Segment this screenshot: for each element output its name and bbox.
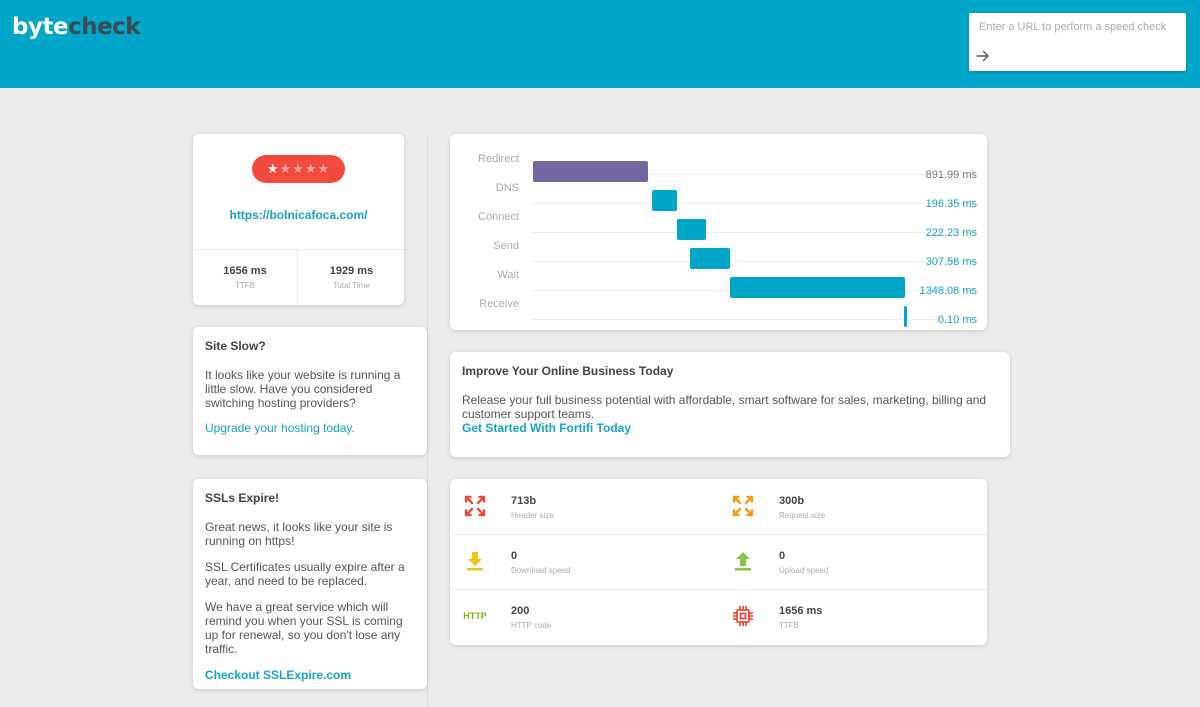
upgrade-hosting-link[interactable]: Upgrade your hosting today. [205,421,355,435]
stats-row-divider [450,589,987,590]
waterfall-bar [903,306,907,327]
waterfall-row: Connect 222.23 ms [450,204,987,240]
ssl-text-2: SSL Certificates usually expire after a … [205,560,405,588]
ssl-text-1: Great news, it looks like your site is r… [205,520,393,548]
stat-request-size: 300b Request size [718,481,968,531]
promo-title: Improve Your Online Business Today [462,364,674,378]
waterfall-bar [677,219,706,240]
upload-speed-label: Upload speed [779,566,829,575]
score-divider [193,249,404,250]
total-time-summary: 1929 ms Total Time [299,250,404,305]
waterfall-label: Connect [478,211,519,223]
waterfall-value: 222.23 ms [925,227,977,239]
timing-waterfall-card: Redirect 891.99 ms DNS 196.35 ms Connect 222.… [450,134,987,330]
rating-badge: ★★★★★ [252,155,345,183]
top-header: bytecheck [0,0,1200,88]
site-slow-card: Site Slow? It looks like your website is… [193,327,427,455]
stats-row-divider [450,534,987,535]
stat-ttfb: 1656 ms TTFB [718,591,968,641]
waterfall-row: DNS 196.35 ms [450,175,987,211]
stats-card: 713b Header size 300b Request size 0 D [450,479,987,645]
promo-text: Release your full business potential wit… [462,393,987,421]
waterfall-label: DNS [495,182,519,194]
waterfall-bar [730,277,905,298]
waterfall-label: Redirect [478,153,519,165]
download-speed-value: 0 [511,550,518,562]
upload-icon [718,536,768,586]
waterfall-bar [533,161,649,182]
waterfall-bar [690,248,730,269]
ttfb-summary: 1656 ms TTFB [193,250,298,305]
stat-download-speed: 0 Download speed [450,536,700,586]
waterfall-bar [651,190,678,211]
waterfall-value: 196.35 ms [925,198,977,210]
star-empty-icon: ★ [317,161,331,176]
waterfall-gridline [533,174,977,175]
waterfall-label: Receive [479,298,519,310]
waterfall-row: Wait 1348.08 ms [450,262,987,298]
ssl-expire-card: SSLs Expire! Great news, it looks like y… [193,479,427,689]
logo-text-byte: byte [12,14,69,40]
ssl-title: SSLs Expire! [205,491,280,505]
http-icon-text: HTTP [463,611,487,621]
tested-url-link[interactable]: https://bolnicafoca.com/ [229,208,368,222]
stat-header-size: 713b Header size [450,481,700,531]
header-size-label: Header size [511,511,554,520]
star-filled-icon: ★ [266,161,280,176]
request-size-label: Request size [779,511,826,520]
checkout-sslexpire-link[interactable]: Checkout SSLExpire.com [205,668,352,682]
waterfall-gridline [533,203,977,204]
ttfb-label: TTFB [235,281,255,290]
ttfb-stat-label: TTFB [779,621,799,630]
column-divider [427,135,428,707]
waterfall-row: Redirect 891.99 ms [450,146,987,182]
waterfall-label: Wait [497,269,519,281]
star-empty-icon: ★ [292,161,305,176]
site-slow-text: It looks like your website is running a … [205,368,401,410]
url-input[interactable] [979,21,1179,33]
url-search-box [969,13,1186,71]
waterfall-gridline [533,261,977,262]
waterfall-gridline [533,319,977,320]
waterfall-gridline [533,232,977,233]
waterfall-value: 307.58 ms [925,256,977,268]
fortifi-link[interactable]: Get Started With Fortifi Today [462,421,632,435]
arrow-right-icon[interactable] [975,48,991,64]
upload-speed-value: 0 [779,550,786,562]
waterfall-value: 1348.08 ms [919,285,977,297]
ttfb-value: 1656 ms [223,265,267,277]
expand-red-icon [450,481,500,531]
star-empty-icon: ★ [304,161,318,176]
ttfb-stat-value: 1656 ms [779,605,823,617]
download-speed-label: Download speed [511,566,571,575]
star-empty-icon: ★ [279,161,293,176]
chip-icon [718,591,768,641]
waterfall-row: Send 307.58 ms [450,233,987,269]
stat-upload-speed: 0 Upload speed [718,536,968,586]
waterfall-value: 891.99 ms [925,169,977,181]
http-code-label: HTTP code [511,621,552,630]
logo-text-check: check [68,14,141,40]
promo-card: Improve Your Online Business Today Relea… [450,352,1010,457]
stat-http-code: HTTP 200 HTTP code [450,591,700,641]
total-time-value: 1929 ms [329,265,374,277]
waterfall-value: 0.10 ms [937,314,977,326]
waterfall-label: Send [493,240,519,252]
score-card: ★★★★★ https://bolnicafoca.com/ 1656 ms T… [193,134,404,305]
waterfall-row: Receive 0.10 ms [450,291,987,327]
ssl-text-3: We have a great service which will remin… [205,600,403,656]
bytecheck-logo[interactable]: bytecheck [12,14,141,40]
site-slow-title: Site Slow? [205,339,266,353]
http-code-value: 200 [511,605,530,617]
request-size-value: 300b [779,495,805,507]
expand-orange-icon [718,481,768,531]
header-size-value: 713b [511,495,537,507]
total-time-label: Total Time [333,281,370,290]
http-icon: HTTP [450,591,500,641]
download-icon [450,536,500,586]
